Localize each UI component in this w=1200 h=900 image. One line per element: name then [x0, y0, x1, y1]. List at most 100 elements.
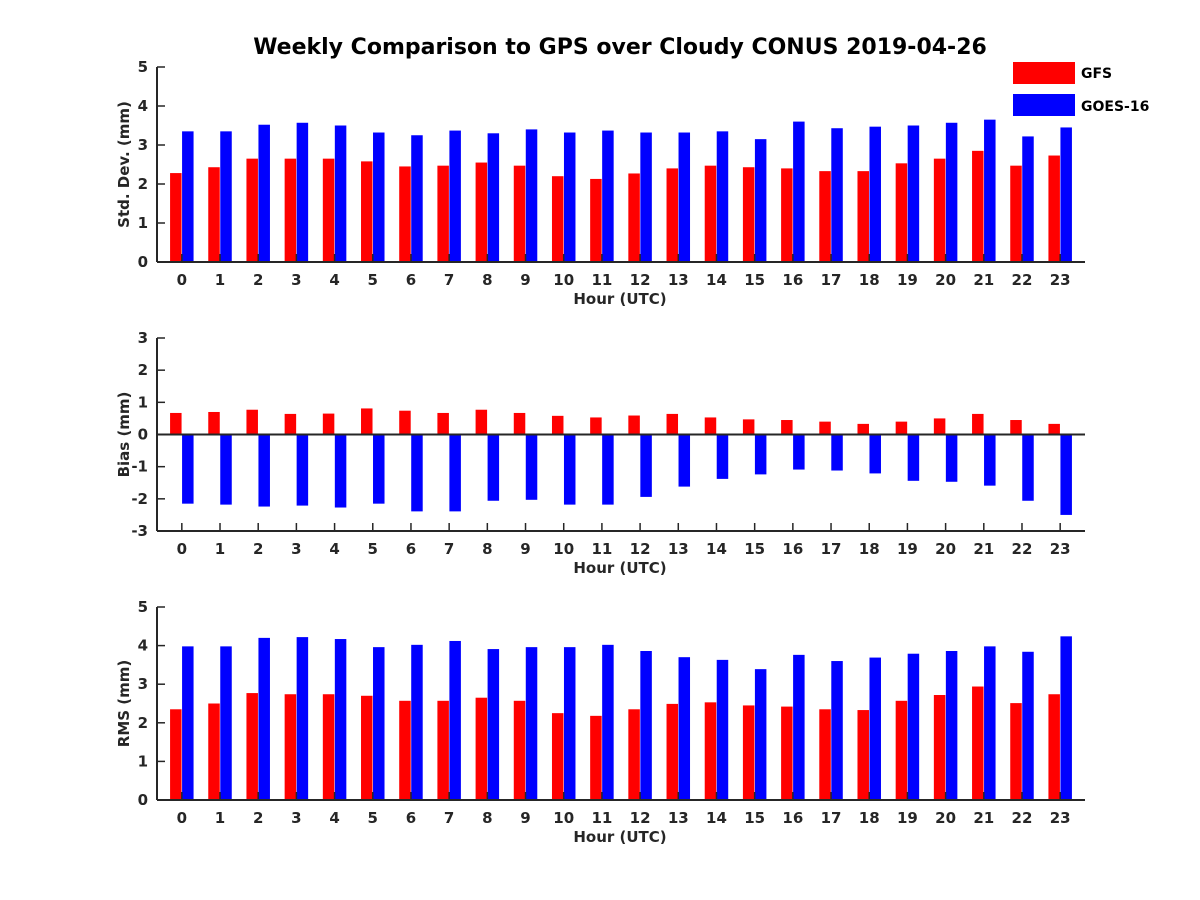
- std-dev-bar-goes-16-22: [1022, 136, 1034, 262]
- std-dev-y-tick-label: 3: [138, 136, 148, 154]
- bias-bar-goes-16-12: [640, 434, 652, 497]
- rms-bar-gfs-23: [1048, 694, 1060, 800]
- rms-bar-goes-16-12: [640, 651, 652, 800]
- bias-bar-gfs-10: [551, 415, 564, 435]
- std-dev-bar-gfs-7: [437, 165, 449, 262]
- rms-series-goes-16: [182, 636, 1072, 800]
- rms-bar-goes-16-8: [487, 649, 500, 800]
- bias-bar-goes-16-9: [525, 434, 538, 500]
- bias-bar-gfs-1: [208, 411, 220, 435]
- bias-bar-gfs-22: [1010, 420, 1022, 435]
- bias-bar-gfs-17: [819, 421, 831, 435]
- bias-y-tick-label: -2: [131, 490, 148, 508]
- bias-bar-goes-16-17: [831, 434, 843, 471]
- rms-bar-gfs-13: [666, 703, 679, 800]
- std-dev-bar-goes-16-20: [945, 122, 958, 263]
- rms-bar-goes-16-23: [1060, 636, 1072, 800]
- rms-x-tick-label: 15: [744, 809, 765, 827]
- bias-x-tick-label: 4: [329, 540, 339, 558]
- std-dev-x-tick-label: 13: [668, 271, 689, 289]
- bias-bar-goes-16-22: [1022, 434, 1034, 501]
- bias-x-tick-label: 8: [482, 540, 492, 558]
- rms-bar-goes-16-17: [831, 661, 843, 800]
- rms-x-tick-label: 3: [291, 809, 301, 827]
- std-dev-x-tick-label: 5: [368, 271, 378, 289]
- rms-y-tick-label: 1: [138, 752, 148, 770]
- std-dev-bar-gfs-12: [628, 173, 640, 262]
- legend-label-goes-16: GOES-16: [1081, 99, 1149, 115]
- bias-bar-gfs-12: [628, 415, 640, 435]
- std-dev-bar-gfs-17: [819, 171, 831, 262]
- std-dev-bar-gfs-23: [1048, 155, 1060, 262]
- bias-series-gfs: [170, 408, 1060, 435]
- rms-y-axis-label: RMS (mm): [115, 660, 133, 747]
- bias-bar-goes-16-2: [258, 434, 270, 507]
- std-dev-x-tick-label: 10: [553, 271, 574, 289]
- bias-bar-gfs-14: [704, 417, 717, 435]
- std-dev-bar-gfs-19: [895, 163, 908, 262]
- bias-bar-goes-16-10: [563, 434, 576, 505]
- bias-bar-goes-16-18: [869, 434, 881, 474]
- rms-bar-goes-16-22: [1022, 651, 1034, 800]
- std-dev-bar-gfs-5: [361, 161, 373, 262]
- rms-x-tick-label: 8: [482, 809, 492, 827]
- std-dev-bar-goes-16-9: [525, 129, 538, 262]
- rms-y-tick-label: 5: [138, 598, 148, 616]
- rms-x-tick-label: 0: [177, 809, 187, 827]
- rms-bar-gfs-21: [972, 686, 984, 800]
- bias-x-tick-label: 10: [553, 540, 574, 558]
- bias-bar-gfs-23: [1048, 423, 1060, 435]
- std-dev-bar-goes-16-8: [487, 133, 500, 262]
- rms-bar-gfs-19: [895, 700, 908, 800]
- rms-x-tick-label: 22: [1012, 809, 1033, 827]
- rms-bar-gfs-1: [208, 703, 220, 800]
- rms-x-tick-label: 7: [444, 809, 454, 827]
- std-dev-y-tick-label: 2: [138, 175, 148, 193]
- std-dev-bar-goes-16-15: [754, 139, 767, 262]
- bias-x-tick-label: 3: [291, 540, 301, 558]
- rms-bar-goes-16-7: [449, 640, 461, 800]
- std-dev-series-goes-16: [182, 119, 1072, 263]
- bias-x-tick-label: 1: [215, 540, 225, 558]
- std-dev-x-tick-label: 17: [821, 271, 842, 289]
- std-dev-bar-gfs-8: [475, 162, 488, 262]
- bias-y-tick-label: 3: [138, 329, 148, 347]
- rms-x-tick-label: 18: [859, 809, 880, 827]
- rms-bar-gfs-14: [704, 702, 717, 800]
- bias-x-tick-label: 0: [177, 540, 187, 558]
- std-dev-bar-gfs-14: [704, 165, 717, 262]
- rms-bar-gfs-3: [284, 694, 297, 800]
- rms-x-tick-label: 6: [406, 809, 416, 827]
- bias-x-tick-label: 19: [897, 540, 918, 558]
- std-dev-bar-goes-16-6: [411, 135, 423, 262]
- std-dev-bar-goes-16-18: [869, 126, 881, 262]
- rms-bar-goes-16-14: [716, 659, 729, 800]
- rms-x-tick-label: 13: [668, 809, 689, 827]
- bias-bar-gfs-9: [513, 412, 526, 435]
- rms-y-tick-label: 0: [138, 791, 148, 809]
- rms-bar-gfs-18: [857, 710, 869, 800]
- rms-bar-gfs-9: [513, 700, 526, 800]
- rms-bar-gfs-8: [475, 697, 488, 800]
- std-dev-bar-goes-16-17: [831, 128, 843, 262]
- std-dev-bar-gfs-6: [399, 166, 411, 262]
- rms-bar-goes-16-3: [296, 637, 309, 800]
- std-dev-bar-gfs-21: [972, 150, 984, 262]
- std-dev-x-tick-label: 1: [215, 271, 225, 289]
- bias-series-goes-16: [182, 434, 1072, 515]
- rms-x-tick-label: 5: [368, 809, 378, 827]
- bias-bar-goes-16-21: [984, 434, 996, 486]
- rms-x-tick-label: 10: [553, 809, 574, 827]
- bias-bar-gfs-7: [437, 412, 449, 435]
- bias-x-tick-label: 20: [935, 540, 956, 558]
- std-dev-x-tick-label: 4: [329, 271, 339, 289]
- std-dev-bar-goes-16-10: [563, 132, 576, 262]
- bias-y-tick-label: 1: [138, 393, 148, 411]
- rms-x-tick-label: 21: [973, 809, 994, 827]
- std-dev-x-tick-label: 2: [253, 271, 263, 289]
- std-dev-bar-goes-16-19: [907, 125, 920, 262]
- rms-x-tick-label: 9: [520, 809, 530, 827]
